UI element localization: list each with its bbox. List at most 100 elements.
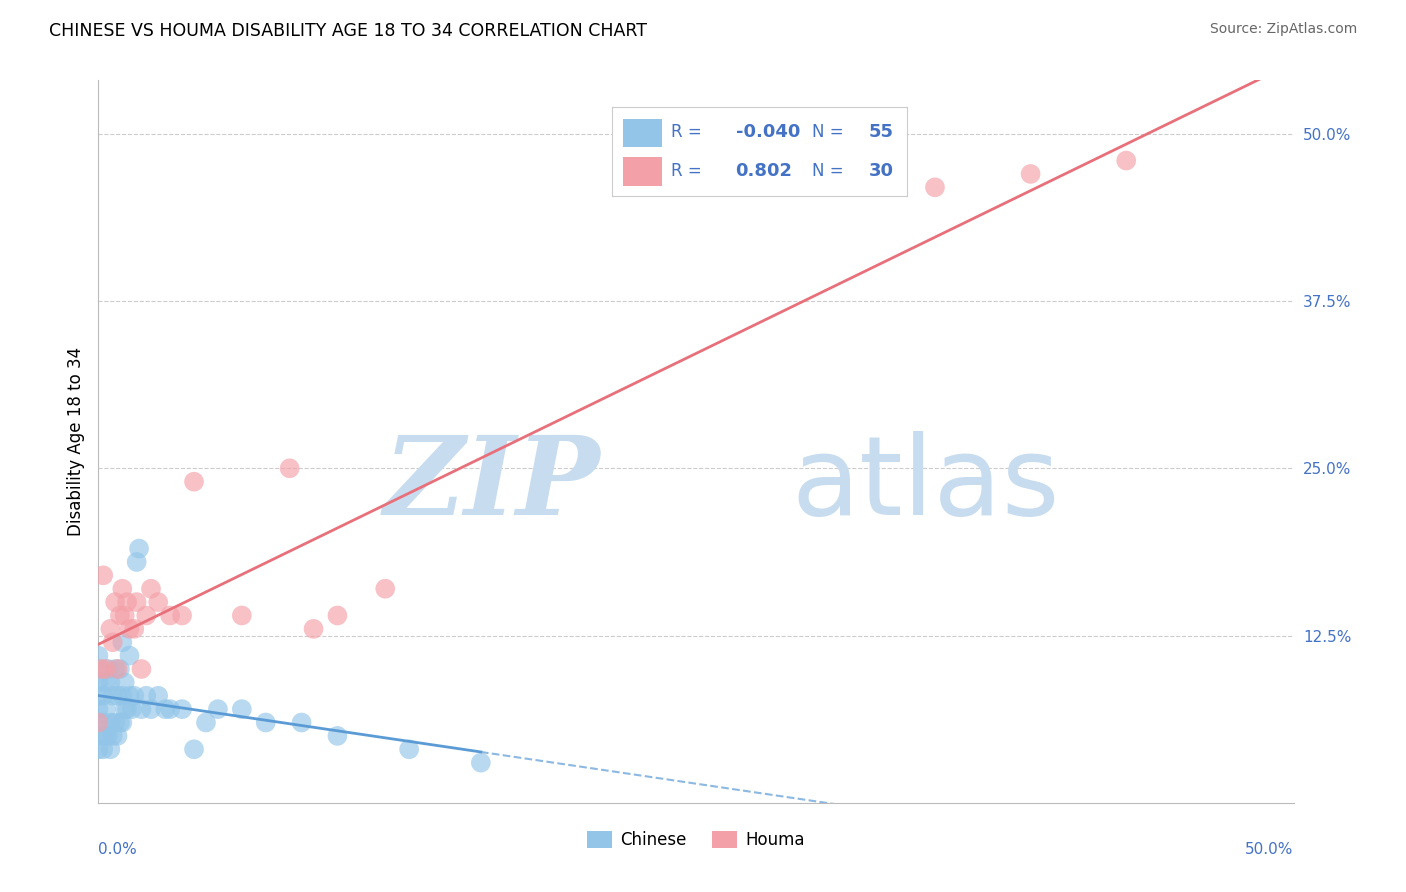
Point	[87, 648, 110, 663]
Legend: Chinese, Houma: Chinese, Houma	[581, 824, 811, 856]
Point	[108, 608, 131, 623]
Point	[470, 756, 492, 770]
Point	[148, 595, 170, 609]
Point	[101, 635, 124, 649]
Text: N =: N =	[813, 162, 844, 180]
Point	[91, 689, 114, 703]
Point	[118, 622, 141, 636]
Point	[159, 608, 181, 623]
Text: R =: R =	[671, 162, 702, 180]
Text: R =: R =	[671, 123, 702, 141]
Point	[111, 715, 134, 730]
Point	[1115, 153, 1137, 168]
Point	[107, 689, 129, 703]
Point	[111, 635, 134, 649]
Point	[131, 662, 153, 676]
Point	[98, 675, 122, 690]
Point	[87, 702, 110, 716]
Point	[108, 715, 131, 730]
Point	[108, 662, 131, 676]
Point	[101, 689, 124, 703]
Point	[87, 729, 110, 743]
Point	[231, 702, 253, 716]
Point	[183, 475, 205, 489]
Point	[91, 715, 114, 730]
Point	[195, 715, 218, 730]
Point	[104, 715, 127, 730]
Text: Source: ZipAtlas.com: Source: ZipAtlas.com	[1209, 22, 1357, 37]
Point	[139, 702, 162, 716]
Point	[104, 595, 127, 609]
Point	[98, 742, 122, 756]
Point	[124, 622, 146, 636]
Point	[87, 689, 110, 703]
Point	[121, 702, 143, 716]
Point	[115, 702, 138, 716]
Point	[104, 662, 127, 676]
Point	[135, 608, 157, 623]
Point	[1019, 167, 1042, 181]
Point	[302, 622, 325, 636]
Point	[94, 729, 117, 743]
Point	[924, 180, 946, 194]
Point	[97, 662, 120, 676]
Point	[172, 702, 194, 716]
Point	[159, 702, 181, 716]
Text: ZIP: ZIP	[384, 431, 600, 539]
Y-axis label: Disability Age 18 to 34: Disability Age 18 to 34	[66, 347, 84, 536]
Point	[135, 689, 157, 703]
Point	[231, 608, 253, 623]
Point	[148, 689, 170, 703]
Point	[118, 648, 141, 663]
Point	[87, 742, 110, 756]
Point	[98, 715, 122, 730]
Point	[107, 662, 129, 676]
Point	[398, 742, 420, 756]
Point	[278, 461, 301, 475]
Point	[254, 715, 277, 730]
Text: atlas: atlas	[792, 432, 1060, 539]
Point	[183, 742, 205, 756]
Text: CHINESE VS HOUMA DISABILITY AGE 18 TO 34 CORRELATION CHART: CHINESE VS HOUMA DISABILITY AGE 18 TO 34…	[49, 22, 647, 40]
Text: N =: N =	[813, 123, 844, 141]
Point	[124, 689, 146, 703]
Point	[172, 608, 194, 623]
Point	[207, 702, 229, 716]
Point	[94, 702, 117, 716]
Point	[101, 729, 124, 743]
Point	[97, 729, 120, 743]
Point	[107, 729, 129, 743]
Point	[118, 689, 141, 703]
Point	[87, 715, 110, 730]
Point	[90, 662, 112, 676]
Point	[87, 662, 110, 676]
Point	[128, 541, 150, 556]
Text: 55: 55	[869, 123, 893, 141]
Point	[131, 702, 153, 716]
Text: 50.0%: 50.0%	[1246, 842, 1294, 856]
Point	[98, 622, 122, 636]
Point	[114, 675, 136, 690]
Text: 30: 30	[869, 162, 893, 180]
Point	[326, 729, 349, 743]
Point	[114, 702, 136, 716]
Point	[115, 595, 138, 609]
Point	[291, 715, 314, 730]
Point	[91, 568, 114, 582]
Point	[94, 675, 117, 690]
Point	[91, 742, 114, 756]
Point	[374, 582, 396, 596]
Bar	[623, 157, 662, 186]
Point	[94, 662, 117, 676]
Point	[87, 715, 110, 730]
Point	[111, 582, 134, 596]
Text: 0.802: 0.802	[735, 162, 793, 180]
Point	[114, 608, 136, 623]
Text: -0.040: -0.040	[735, 123, 800, 141]
Point	[111, 689, 134, 703]
Point	[139, 582, 162, 596]
Point	[155, 702, 177, 716]
Text: 0.0%: 0.0%	[98, 842, 138, 856]
Point	[125, 555, 148, 569]
Point	[326, 608, 349, 623]
